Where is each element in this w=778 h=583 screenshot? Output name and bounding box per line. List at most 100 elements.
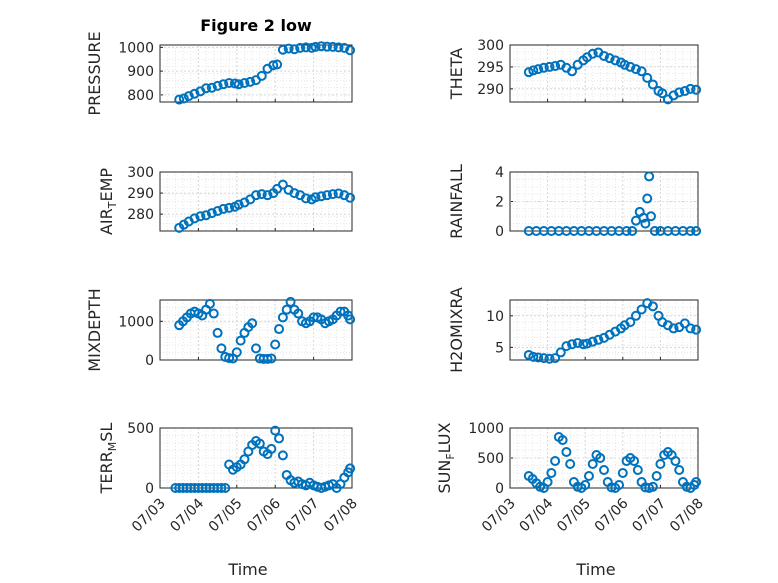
- panel-1: 800 900 1000 PRESSURE Figure 2 low: [85, 16, 356, 116]
- data-point: [335, 306, 346, 317]
- data-point: [229, 78, 240, 89]
- data-point: [339, 42, 350, 53]
- panel-8: 0 500 1000 SUNFLUX 07/0307/0407/0507/0607/07…: [435, 421, 707, 579]
- data-point: [262, 353, 273, 364]
- axes-border: [509, 299, 699, 361]
- data-point: [587, 459, 598, 469]
- data-point: [206, 82, 217, 93]
- data-point: [583, 471, 594, 481]
- data-point: [555, 347, 566, 358]
- data-point: [640, 218, 651, 229]
- data-point: [206, 208, 217, 219]
- data-point: [542, 477, 553, 487]
- data-point: [630, 64, 641, 75]
- x-tick-label: 07/03: [129, 496, 169, 536]
- data-point: [310, 192, 321, 203]
- panel-6: 5 10 H2OMIXRA: [447, 287, 702, 373]
- data-point: [218, 79, 229, 90]
- data-point: [212, 327, 223, 338]
- axes-border: [159, 44, 353, 103]
- data-point: [632, 465, 643, 475]
- data-point: [333, 188, 344, 199]
- data-point: [544, 61, 555, 72]
- data-point: [657, 88, 668, 99]
- data-point: [293, 308, 304, 319]
- y-axis-label: SUNFLUX: [435, 422, 457, 493]
- data-point: [528, 351, 539, 362]
- data-point: [322, 190, 333, 201]
- y-tick-label: 500: [127, 421, 154, 437]
- data-point: [572, 337, 583, 348]
- data-point: [233, 79, 244, 90]
- panel-5: 0 1000 MIXDEPTH: [85, 288, 356, 372]
- data-point: [254, 438, 265, 449]
- x-tick-label: 07/07: [629, 496, 669, 536]
- data-point: [604, 53, 615, 64]
- data-point: [270, 425, 281, 436]
- data-point: [251, 343, 261, 354]
- y-tick-label: 300: [477, 38, 504, 54]
- data-point: [674, 465, 685, 475]
- y-tick-label: 10: [486, 309, 504, 325]
- data-point: [218, 203, 229, 214]
- data-point: [256, 189, 267, 200]
- y-axis-label: TERRMSL: [97, 423, 119, 495]
- axes-border: [159, 427, 353, 489]
- data-point: [679, 86, 690, 97]
- data-point: [295, 42, 306, 53]
- data-point: [201, 83, 212, 94]
- data-point: [550, 456, 561, 466]
- data-point: [595, 453, 606, 463]
- x-tick-label: 07/06: [244, 495, 284, 535]
- y-tick-label: 290: [477, 82, 504, 98]
- y-tick-label: 295: [477, 60, 504, 76]
- data-point: [651, 471, 662, 481]
- data-point: [251, 190, 261, 201]
- data-point: [550, 61, 561, 72]
- x-tick-label: 07/08: [667, 496, 707, 536]
- data-point: [674, 87, 685, 98]
- data-point: [538, 62, 549, 73]
- data-point: [636, 66, 647, 77]
- data-point: [345, 314, 356, 325]
- data-point: [231, 347, 242, 358]
- data-point: [636, 304, 647, 315]
- data-point: [245, 76, 256, 87]
- data-point: [277, 450, 288, 461]
- x-tick-label: 07/04: [517, 495, 557, 535]
- data-point: [262, 190, 273, 201]
- data-point: [239, 454, 250, 465]
- data-point: [578, 339, 589, 350]
- data-point: [561, 341, 572, 352]
- x-tick-label: 07/08: [321, 496, 361, 536]
- data-point: [550, 353, 561, 364]
- data-point: [567, 66, 578, 77]
- data-point: [599, 50, 609, 61]
- data-point: [345, 463, 356, 474]
- data-point: [285, 296, 296, 307]
- data-point: [621, 226, 632, 236]
- data-point: [189, 88, 200, 99]
- data-point: [642, 193, 653, 204]
- data-point: [233, 199, 244, 210]
- data-point: [283, 43, 294, 54]
- data-point: [647, 301, 658, 312]
- data-point: [220, 483, 231, 493]
- x-tick-label: 07/03: [479, 496, 519, 536]
- data-point: [625, 317, 636, 328]
- data-point: [685, 323, 696, 334]
- data-point: [523, 67, 534, 78]
- data-point: [216, 483, 227, 493]
- x-axis-label: Time: [575, 560, 615, 579]
- x-axis-label: Time: [227, 560, 267, 579]
- data-point: [256, 70, 267, 81]
- data-point: [266, 443, 277, 454]
- panel-7: 0 500 TERRMSL 07/0307/0407/0507/0607/0707/0…: [97, 421, 361, 579]
- data-point: [300, 42, 311, 53]
- x-tick-label: 07/05: [554, 496, 594, 536]
- data-point: [557, 435, 568, 445]
- axes-border: [509, 171, 699, 232]
- y-tick-label: 280: [127, 207, 154, 223]
- y-axis-label: PRESSURE: [85, 31, 104, 115]
- data-point: [647, 481, 658, 492]
